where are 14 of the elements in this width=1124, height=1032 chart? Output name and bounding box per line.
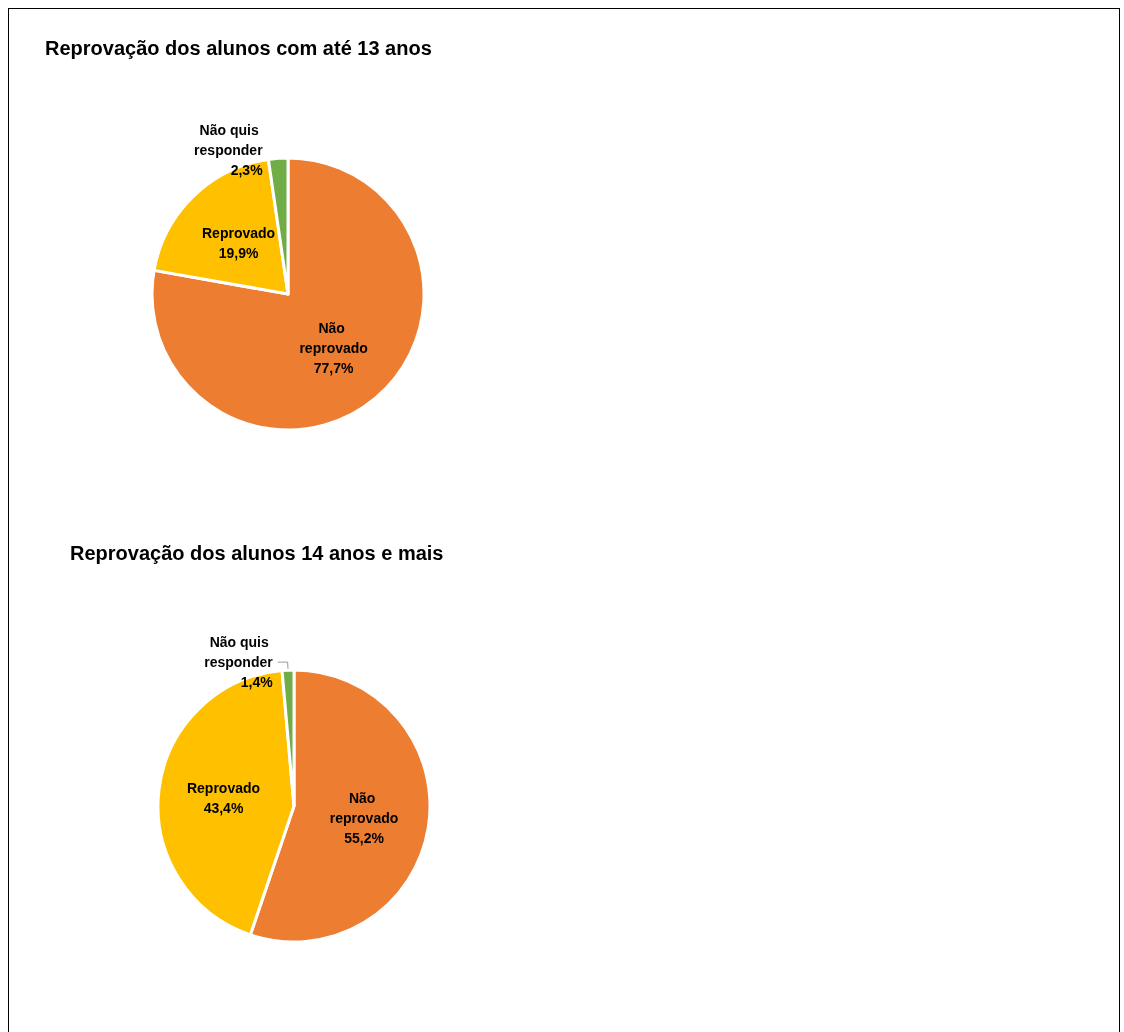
slice-label: Reprovado <box>201 225 276 242</box>
slice-label: Não quis responder <box>194 122 264 159</box>
slice-label: Não quis responder <box>204 634 274 671</box>
data-label: 43,4% <box>203 799 244 816</box>
slice-label: Não reprovado <box>329 789 399 826</box>
slice-label: Reprovado <box>186 779 261 796</box>
data-label: 55,2% <box>344 829 385 846</box>
chart-title: Reprovação dos alunos com até 13 anos <box>45 37 432 59</box>
data-label: 1,4% <box>240 674 274 691</box>
data-label: 77,7% <box>313 360 355 377</box>
data-label: 2,3% <box>230 162 264 179</box>
slice-label: Não reprovado <box>299 320 368 357</box>
data-label: 19,9% <box>218 245 259 262</box>
chart-title: Reprovação dos alunos 14 anos e mais <box>70 542 444 564</box>
